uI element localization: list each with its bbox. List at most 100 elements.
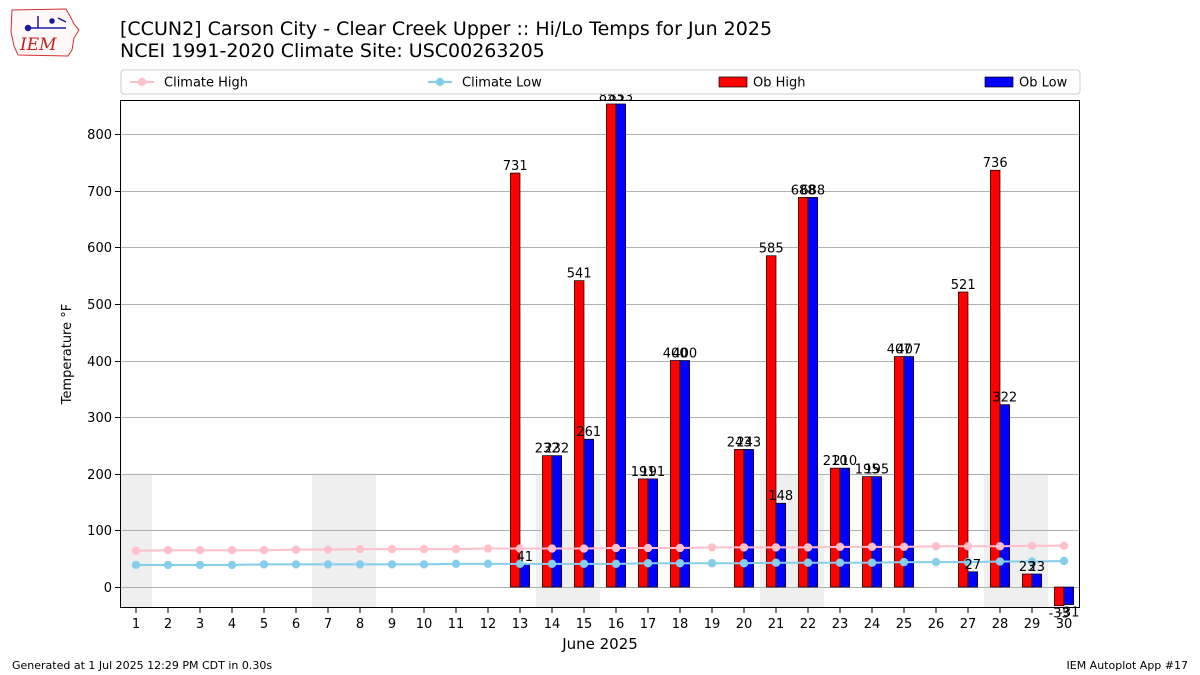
climate-low-point [643,559,653,568]
grid-lines [120,134,1080,588]
climate-high-point [195,546,205,555]
x-tick-label: 8 [356,617,364,632]
climate-low-point [515,559,525,569]
legend-ob-low-swatch [984,76,1014,88]
climate-low-point [579,559,589,569]
legend-climate-high-label: Climate High [164,76,248,91]
x-tick-label: 28 [992,617,1009,632]
ob-high-bar-13 [510,172,521,588]
climate-high-point [643,543,653,553]
climate-low-point [995,557,1005,566]
ob-high-bar-30 [1054,586,1065,607]
ob-high-label-28: 736 [983,156,1008,171]
ob-low-label-28: 322 [992,391,1017,406]
climate-high-point [1027,541,1037,550]
climate-low-point [355,560,365,569]
climate-high-point [227,546,237,555]
ob-low-bar-24 [871,476,882,588]
climate-high-point [387,544,397,554]
ob-low-bar-14 [551,455,562,588]
ob-low-label-13: 41 [517,550,534,565]
climate-low-point [1027,557,1037,566]
x-tick-label: 13 [512,617,529,632]
climate-high-point [1059,541,1069,550]
ob-low-bar-27 [967,571,978,588]
ob-high-label-22: 688 [791,183,816,198]
ob-low-bar-23 [839,467,850,588]
x-tick-label: 9 [388,617,396,632]
climate-low-point [451,559,461,569]
climate-high-point [579,544,589,553]
ob-low-label-29: 23 [1029,560,1046,575]
climate-high-point [739,543,749,552]
climate-high-point [323,545,333,554]
iem-logo: IEM [10,8,80,57]
x-tick-label: 30 [1056,617,1073,632]
bar-series [510,103,1074,607]
climate-high-point [995,542,1005,551]
ob-low-label-25: 407 [896,343,921,358]
ob-low-bar-18 [679,360,690,588]
x-tick-label: 6 [292,617,300,632]
ob-high-label-25: 407 [887,343,912,358]
generated-timestamp: Generated at 1 Jul 2025 12:29 PM CDT in … [12,659,273,672]
climate-low-point [323,560,333,569]
legend-ob-high-swatch [718,76,748,88]
climate-low-point [195,560,205,570]
climate-low-point [707,559,717,568]
legend-climate-high-marker [137,77,147,87]
climate-high-point [963,542,973,551]
ob-low-label-17: 191 [640,465,665,480]
climate-low-point [259,560,269,569]
ob-high-label-23: 210 [823,454,848,469]
ob-high-bar-18 [670,360,681,588]
climate-high-point [163,546,173,555]
ob-high-label-13: 731 [503,159,528,174]
x-tick-label: 1 [132,617,140,632]
climate-high-point [547,544,557,553]
ob-high-label-21: 585 [759,242,784,257]
climate-high-point [771,543,781,552]
ob-high-bar-27 [958,291,969,588]
climate-high-point [675,543,685,553]
climate-low-line [136,559,1065,566]
y-tick-label: 200 [87,468,112,483]
ob-high-label-15: 541 [567,267,592,282]
legend-ob-low-label: Ob Low [1019,76,1068,91]
y-tick-label: 700 [87,185,112,200]
ob-low-label-24: 195 [864,463,889,478]
app-credit: IEM Autoplot App #17 [1066,659,1189,672]
ob-high-label-24: 195 [855,463,880,478]
y-tick-label: 300 [87,411,112,426]
climate-low-point [547,559,557,569]
x-tick-label: 20 [736,617,753,632]
climate-low-point [419,560,429,569]
ob-low-bar-25 [903,356,914,588]
ob-high-bar-25 [894,356,905,588]
climate-low-point [899,557,909,567]
x-tick-label: 2 [164,617,172,632]
ob-low-label-18: 400 [672,347,697,362]
x-tick-label: 22 [800,617,817,632]
climate-low-point [867,558,877,567]
climate-high-point [611,543,621,553]
climate-high-line [135,544,1064,552]
x-tick-label: 5 [260,617,268,632]
climate-low-point [387,560,397,569]
x-axis-label: June 2025 [561,635,638,653]
ob-low-bar-17 [647,478,658,588]
legend-ob-high-label: Ob High [753,76,806,91]
ob-low-label-23: 210 [832,454,857,469]
climate-low-point [611,559,621,569]
legend-climate-low-marker [435,77,445,87]
y-tick-label: 600 [87,241,112,256]
ob-high-bar-15 [574,280,585,588]
climate-low-point [931,557,941,567]
ob-low-bar-30 [1063,586,1074,605]
climate-high-point [419,544,429,554]
ob-high-label-20: 243 [727,435,752,450]
x-tick-label: 21 [768,617,785,632]
climate-high-point [515,544,525,553]
data-labels: 7312325418531914002435856882101954075217… [503,90,1080,622]
